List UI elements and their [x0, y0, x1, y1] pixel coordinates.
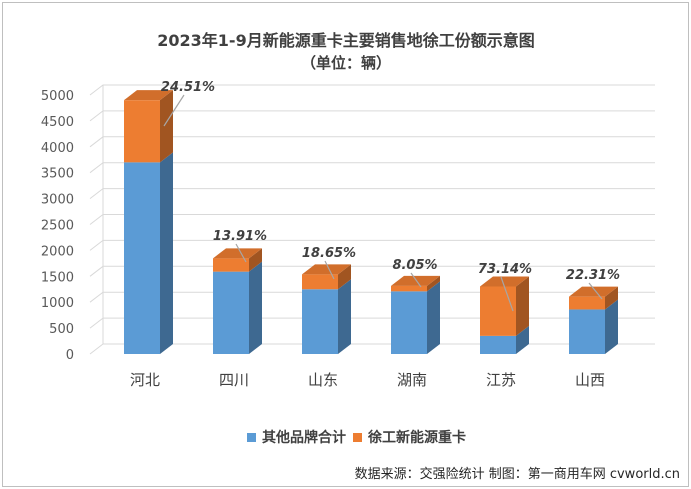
gridline — [89, 162, 655, 174]
gridline — [89, 110, 655, 122]
bar-xcmg — [480, 286, 516, 336]
bar-side — [605, 299, 618, 354]
share-leader-line — [235, 243, 247, 263]
share-leader-line — [588, 282, 603, 300]
y-tick-label: 2000 — [41, 244, 74, 259]
bar-xcmg — [569, 296, 605, 310]
bar-top — [213, 248, 262, 259]
chart-title: 2023年1-9月新能源重卡主要销售地徐工份额示意图 — [157, 31, 534, 50]
bar-top — [124, 90, 173, 101]
bar-side — [516, 276, 529, 336]
gridline — [89, 239, 655, 251]
gridline — [89, 188, 655, 199]
bar-side — [516, 325, 529, 354]
x-category-label: 四川 — [219, 371, 249, 389]
bar-other-brands — [569, 309, 605, 354]
x-axis-categories: 河北 四川 山东 湖南 江苏 山西 — [130, 371, 605, 389]
y-tick-label: 1000 — [41, 296, 74, 311]
gridline — [89, 214, 655, 225]
y-axis-ticks: 0 500 1000 1500 2000 2500 3000 3500 4000 4500 5000 — [41, 89, 74, 363]
x-category-label: 江苏 — [486, 371, 516, 389]
x-category-label: 河北 — [130, 371, 160, 389]
source-note: 数据来源：交强险统计 制图：第一商用车网 cvworld.cn — [355, 466, 680, 482]
y-tick-label: 4000 — [41, 141, 74, 156]
share-label: 73.14% — [478, 262, 532, 277]
bar-xcmg — [124, 100, 160, 163]
x-category-label: 山西 — [575, 371, 605, 389]
bar-side — [605, 286, 618, 310]
y-tick-label: 4500 — [41, 115, 74, 130]
y-tick-label: 500 — [49, 322, 74, 337]
x-category-label: 山东 — [308, 371, 338, 389]
y-tick-label: 5000 — [41, 89, 74, 104]
share-leader-line — [324, 260, 335, 280]
legend-label-other: 其他品牌合计 — [262, 429, 346, 446]
bar-top — [391, 275, 440, 286]
share-leader-line — [163, 94, 185, 127]
legend-label-xcmg: 徐工新能源重卡 — [367, 429, 466, 446]
share-label: 13.91% — [213, 229, 267, 244]
share-leader-line — [500, 276, 514, 312]
bar-xcmg — [213, 258, 249, 272]
grid-lines — [89, 84, 655, 355]
y-tick-label: 3500 — [41, 167, 74, 182]
bar-side — [338, 279, 351, 354]
bar-top — [480, 276, 529, 287]
share-leader-line — [410, 272, 422, 288]
bar-top — [302, 264, 351, 275]
share-label: 8.05% — [392, 258, 437, 273]
bar-other-brands — [302, 289, 338, 354]
legend-swatch-xcmg — [353, 433, 362, 442]
bars — [124, 90, 618, 354]
legend-swatch-other — [247, 433, 256, 442]
bar-side — [160, 152, 173, 354]
y-tick-label: 0 — [66, 348, 74, 363]
legend: 其他品牌合计 徐工新能源重卡 — [247, 429, 466, 446]
share-label: 24.51% — [161, 80, 215, 95]
bar-side — [249, 248, 262, 272]
share-labels: 24.51% 13.91% 18.65% 8.05% 73.14% 22.31% — [161, 80, 620, 312]
bar-xcmg — [302, 274, 338, 290]
bar-other-brands — [213, 271, 249, 354]
bar-other-brands — [480, 335, 516, 354]
share-label: 22.31% — [566, 268, 620, 283]
bar-side — [160, 90, 173, 163]
bar-side — [249, 261, 262, 354]
share-label: 18.65% — [302, 246, 356, 261]
bar-side — [338, 264, 351, 290]
bar-side — [427, 281, 440, 354]
bar-side — [427, 275, 440, 292]
y-tick-label: 1500 — [41, 270, 74, 285]
x-category-label: 湖南 — [397, 371, 427, 389]
gridline — [89, 136, 655, 148]
bar-xcmg — [391, 285, 427, 292]
bar-other-brands — [391, 291, 427, 354]
y-tick-label: 3000 — [41, 193, 74, 208]
bar-top — [569, 286, 618, 297]
bar-other-brands — [124, 162, 160, 354]
chart-subtitle: （单位：辆） — [301, 54, 391, 72]
y-tick-label: 2500 — [41, 219, 74, 234]
